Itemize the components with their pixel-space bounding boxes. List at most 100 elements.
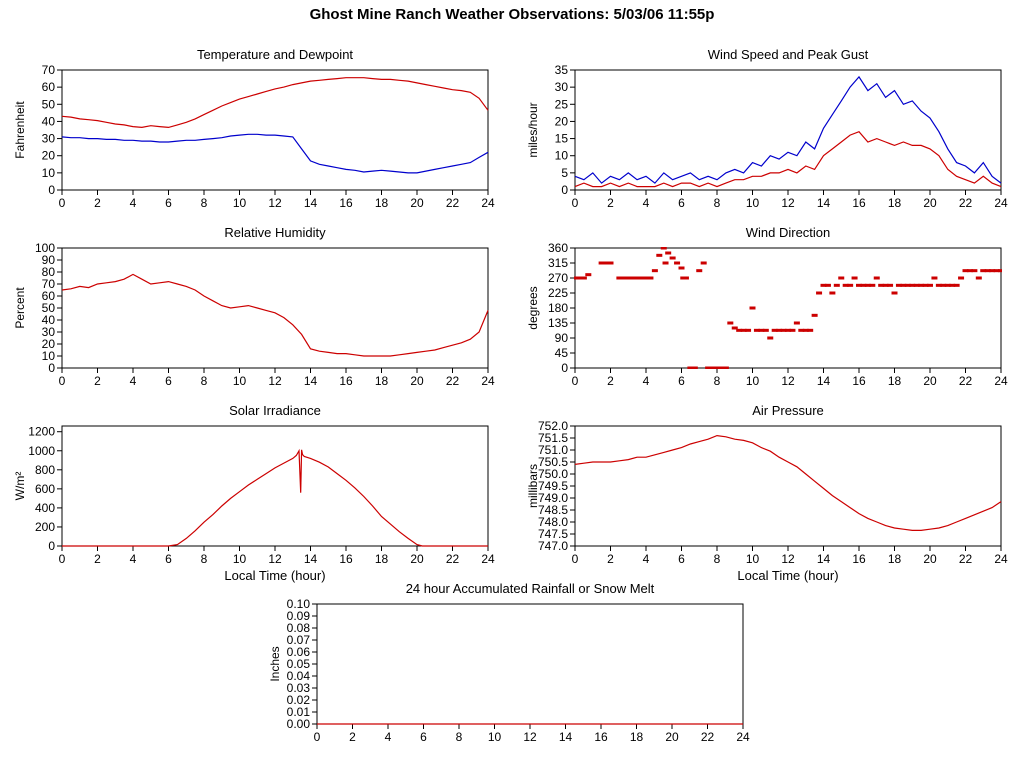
y-tick-label: 315	[548, 256, 568, 270]
y-tick-label: 1000	[28, 444, 55, 458]
y-tick-label: 750.5	[538, 455, 568, 469]
x-tick-label: 4	[130, 374, 137, 388]
y-tick-label: 135	[548, 316, 568, 330]
x-tick-label: 12	[781, 196, 795, 210]
chart-canvas: Air Pressure millibars 747.0747.5748.0748.…	[526, 403, 1008, 583]
series-peak-gust	[574, 75, 1002, 184]
y-tick-label: 750.0	[538, 467, 568, 481]
chart-title: Air Pressure	[752, 403, 824, 418]
y-tick-label: 748.0	[538, 515, 568, 529]
y-tick-label: 747.5	[538, 527, 568, 541]
x-tick-label: 10	[233, 374, 247, 388]
y-tick-label: 70	[42, 277, 56, 291]
y-axis-label: miles/hour	[526, 102, 540, 157]
y-axis-label: Fahrenheit	[13, 101, 27, 159]
y-tick-label: 60	[42, 289, 56, 303]
chart-accumulated-rainfall: 24 hour Accumulated Rainfall or Snow Mel…	[255, 578, 753, 744]
x-tick-label: 8	[714, 552, 721, 566]
y-tick-label: 225	[548, 286, 568, 300]
chart-wind-speed-peak-gust: Wind Speed and Peak Gust miles/hour 0 5 10 15…	[513, 44, 1011, 210]
y-tick-label: 0.09	[287, 609, 311, 623]
x-tick-label: 20	[923, 196, 937, 210]
x-tick-label: 22	[446, 552, 460, 566]
chart-title: Solar Irradiance	[229, 403, 321, 418]
y-tick-label: 30	[555, 80, 569, 94]
x-tick-label: 4	[385, 730, 392, 744]
x-tick-label: 14	[559, 730, 573, 744]
x-tick-label: 6	[420, 730, 427, 744]
y-tick-label: 10	[42, 166, 56, 180]
x-tick-label: 10	[746, 552, 760, 566]
x-tick-label: 0	[59, 196, 66, 210]
x-tick-label: 10	[488, 730, 502, 744]
y-axis-label: Inches	[268, 646, 282, 681]
y-axis-label: millibars	[526, 464, 540, 508]
x-tick-label: 12	[781, 374, 795, 388]
x-tick-label: 14	[817, 374, 831, 388]
x-tick-label: 14	[304, 196, 318, 210]
x-tick-label: 0	[572, 196, 579, 210]
series-temperature	[61, 77, 489, 129]
y-axis-label: degrees	[526, 286, 540, 329]
y-tick-label: 15	[555, 132, 569, 146]
x-tick-label: 14	[817, 552, 831, 566]
x-tick-label: 2	[607, 196, 614, 210]
x-tick-label: 20	[410, 552, 424, 566]
x-axis-label: Local Time (hour)	[224, 568, 325, 583]
x-tick-label: 16	[339, 374, 353, 388]
chart-air-pressure: Air Pressure millibars 747.0 747.5 748.0 748.…	[513, 400, 1011, 584]
y-tick-label: 5	[561, 166, 568, 180]
y-tick-label: 45	[555, 346, 569, 360]
y-tick-label: 0	[48, 539, 55, 553]
x-tick-label: 6	[678, 374, 685, 388]
y-tick-label: 0.03	[287, 681, 311, 695]
y-tick-label: 30	[42, 325, 56, 339]
x-tick-label: 18	[888, 196, 902, 210]
y-tick-label: 0	[561, 361, 568, 375]
x-tick-label: 16	[852, 552, 866, 566]
plot-frame	[316, 603, 744, 725]
x-axis-label: Local Time (hour)	[737, 568, 838, 583]
x-tick-label: 8	[201, 552, 208, 566]
x-tick-label: 24	[481, 374, 495, 388]
y-tick-label: 30	[42, 132, 56, 146]
chart-title: Temperature and Dewpoint	[197, 47, 353, 62]
x-tick-label: 6	[678, 552, 685, 566]
chart-canvas: Relative HumidityPercent0102030405060708…	[13, 225, 495, 388]
x-tick-label: 0	[314, 730, 321, 744]
series-air-pressure	[574, 434, 1002, 531]
y-tick-label: 0	[48, 183, 55, 197]
x-tick-label: 4	[643, 552, 650, 566]
x-tick-label: 24	[481, 196, 495, 210]
x-tick-label: 0	[59, 552, 66, 566]
y-tick-label: 50	[42, 301, 56, 315]
x-tick-label: 20	[410, 374, 424, 388]
x-tick-label: 6	[678, 196, 685, 210]
x-tick-label: 2	[94, 374, 101, 388]
y-tick-label: 0.00	[287, 717, 311, 731]
y-tick-label: 20	[555, 114, 569, 128]
x-tick-label: 12	[268, 196, 282, 210]
y-tick-label: 40	[42, 313, 56, 327]
y-axis-label: Percent	[13, 287, 27, 329]
x-tick-label: 16	[339, 196, 353, 210]
x-tick-label: 12	[268, 374, 282, 388]
y-tick-label: 0.05	[287, 657, 311, 671]
x-tick-label: 10	[746, 196, 760, 210]
chart-solar-irradiance: Solar Irradiance W/m² 0 200 400 600 800 1000 120…	[0, 400, 498, 584]
y-tick-label: 752.0	[538, 419, 568, 433]
chart-canvas: 24 hour Accumulated Rainfall or Snow Mel…	[268, 581, 750, 744]
x-tick-label: 4	[643, 374, 650, 388]
y-tick-label: 749.0	[538, 491, 568, 505]
x-tick-label: 12	[781, 552, 795, 566]
y-tick-label: 180	[548, 301, 568, 315]
x-tick-label: 18	[375, 552, 389, 566]
x-tick-label: 6	[165, 552, 172, 566]
x-tick-label: 2	[94, 552, 101, 566]
x-tick-label: 2	[349, 730, 356, 744]
x-tick-label: 18	[888, 374, 902, 388]
x-tick-label: 8	[201, 374, 208, 388]
x-tick-label: 24	[994, 552, 1008, 566]
x-tick-label: 16	[852, 196, 866, 210]
series-solar-irradiance	[62, 448, 488, 547]
